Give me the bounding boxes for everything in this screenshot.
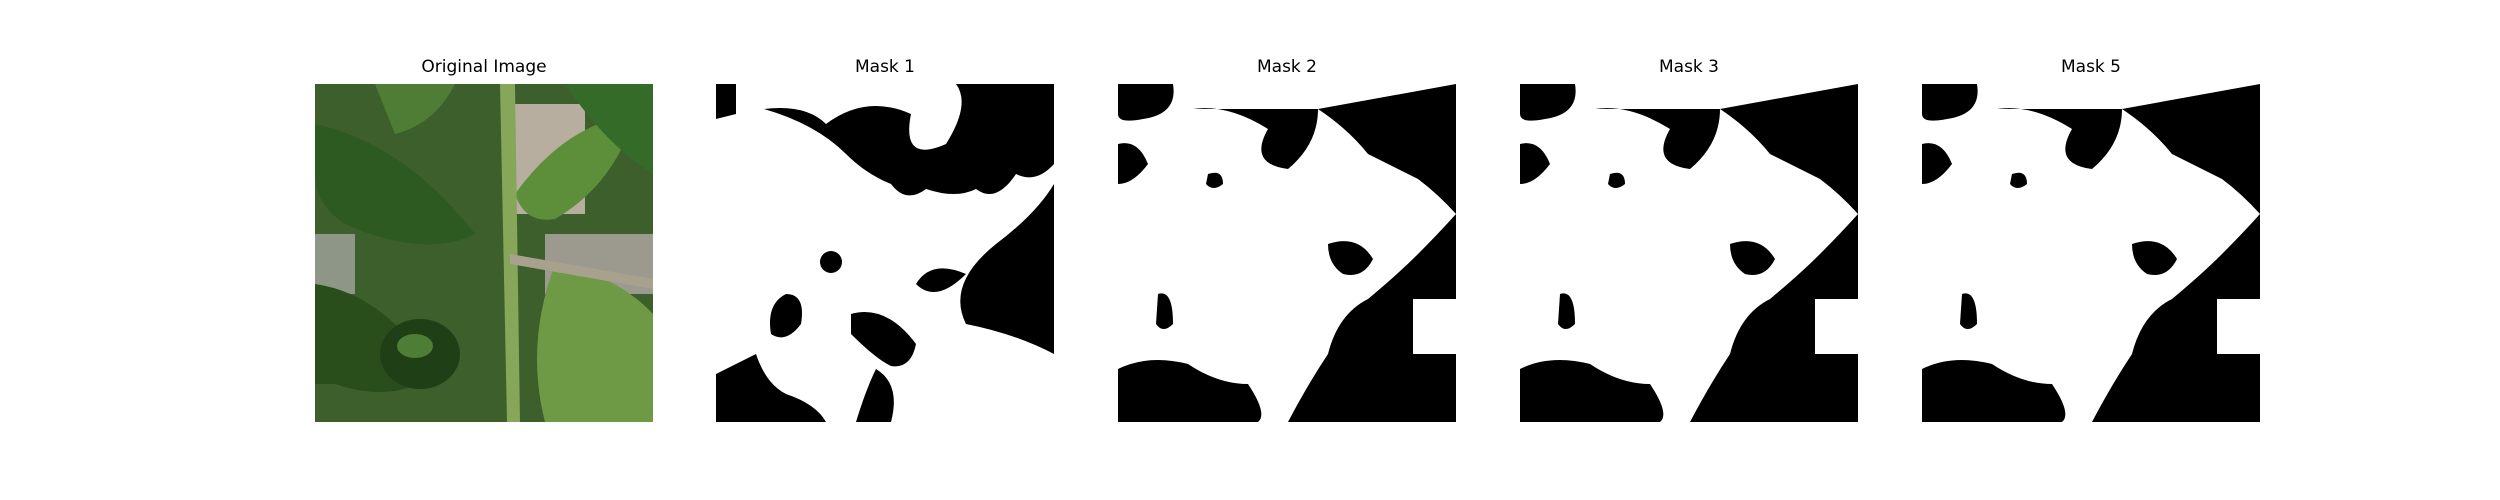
panel-mask-3: Mask 3	[1520, 0, 1858, 500]
mask-2-image	[1118, 84, 1456, 422]
panel-mask-1: Mask 1	[716, 0, 1054, 500]
panel-title: Original Image	[421, 57, 547, 77]
mask-5-image	[1922, 84, 2260, 422]
panel-mask-5: Mask 5	[1922, 0, 2260, 500]
panel-mask-2: Mask 2	[1118, 0, 1456, 500]
panel-original: Original Image	[315, 0, 653, 500]
panel-title: Mask 1	[854, 57, 915, 77]
panel-title: Mask 2	[1256, 57, 1317, 77]
original-image	[315, 84, 653, 422]
panel-title: Mask 3	[1658, 57, 1719, 77]
mask-3-image	[1520, 84, 1858, 422]
panel-title: Mask 5	[2060, 57, 2121, 77]
mask-1-image	[716, 84, 1054, 422]
